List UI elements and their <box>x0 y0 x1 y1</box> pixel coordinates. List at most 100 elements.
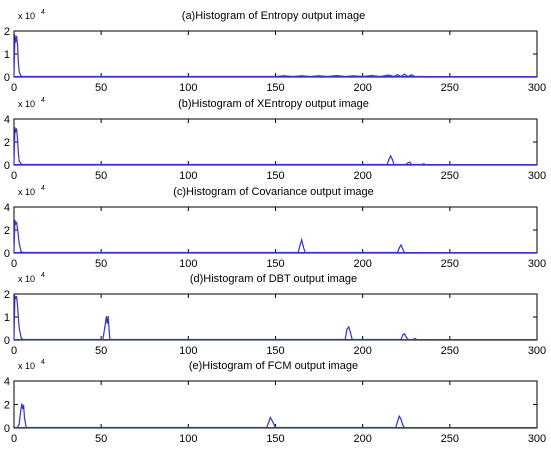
y-tick-label: 2 <box>4 26 10 38</box>
chart-panel-1: (a)Histogram of Entropy output image x 10… <box>4 9 546 94</box>
series-point <box>402 248 404 250</box>
y-exponent-label: x 10 <box>18 274 35 284</box>
series-point <box>267 422 270 424</box>
series-point <box>18 327 20 329</box>
series-point <box>302 246 304 248</box>
series-point <box>299 245 301 247</box>
x-tick-label: 150 <box>266 82 284 94</box>
y-tick-label: 0 <box>4 248 10 260</box>
chart-panel-5: (e)Histogram of FCM output image x 10 4 0 50… <box>4 359 546 445</box>
series-point <box>402 334 404 336</box>
y-exponent-power: 4 <box>41 185 45 192</box>
y-exponent-power: 4 <box>41 97 45 104</box>
series-point <box>18 423 20 425</box>
series-point <box>400 418 402 420</box>
x-tick-label: 50 <box>95 258 107 270</box>
series-point <box>349 332 352 334</box>
series-point <box>15 41 17 43</box>
x-tick-label: 0 <box>11 170 17 182</box>
series-point <box>269 416 271 419</box>
series-point <box>106 322 108 324</box>
series-point <box>16 222 18 224</box>
series-point <box>423 163 425 165</box>
y-tick-label: 4 <box>4 376 10 388</box>
series-point <box>271 419 273 422</box>
x-tick-label: 50 <box>95 170 107 182</box>
series-line-1 <box>13 295 418 341</box>
x-tick-label: 50 <box>95 82 107 94</box>
series-point <box>16 128 18 130</box>
series-point <box>403 73 406 75</box>
series-point <box>388 74 390 76</box>
series-point <box>301 75 303 77</box>
x-tick-label: 250 <box>441 345 459 357</box>
series-point <box>15 223 17 225</box>
series-point <box>409 161 411 163</box>
series-point <box>14 127 16 129</box>
x-tick-label: 150 <box>266 433 284 445</box>
y-tick-label: 2 <box>4 400 10 412</box>
y-tick-label: 4 <box>4 202 10 214</box>
x-tick-label: 300 <box>528 82 546 94</box>
x-tick-label: 200 <box>353 170 371 182</box>
x-tick-label: 0 <box>11 433 17 445</box>
series-point <box>105 315 107 318</box>
x-tick-label: 200 <box>353 433 371 445</box>
series-point <box>17 152 19 154</box>
y-exponent-label: x 10 <box>18 187 35 197</box>
series-point <box>20 250 22 252</box>
x-tick-label: 300 <box>528 258 546 270</box>
series-point <box>410 74 413 76</box>
series-point <box>353 75 355 77</box>
chart-title: (e)Histogram of FCM output image <box>189 360 358 372</box>
series-point <box>16 296 18 298</box>
x-tick-label: 150 <box>266 170 284 182</box>
series-point <box>335 74 338 77</box>
x-tick-label: 0 <box>11 82 17 94</box>
series-point <box>14 34 16 36</box>
series-point <box>20 75 22 77</box>
series-point <box>14 219 16 221</box>
series-point <box>391 158 393 160</box>
series-point <box>283 75 285 77</box>
series-point <box>15 297 17 299</box>
series-point <box>20 408 22 410</box>
x-tick-label: 100 <box>179 82 197 94</box>
y-tick-label: 0 <box>4 72 10 84</box>
series-point <box>396 421 399 423</box>
y-exponent-label: x 10 <box>18 11 35 21</box>
series-point <box>18 242 20 244</box>
series-point <box>370 74 372 77</box>
series-point <box>21 403 23 405</box>
series-point <box>273 423 275 425</box>
x-tick-label: 300 <box>528 433 546 445</box>
x-tick-label: 250 <box>441 258 459 270</box>
y-exponent-power: 4 <box>41 9 45 16</box>
series-point <box>16 35 18 37</box>
series-point <box>16 304 19 306</box>
series-point <box>318 75 320 77</box>
x-tick-label: 200 <box>353 258 371 270</box>
series-point <box>414 337 416 339</box>
series-point <box>16 227 19 229</box>
series-point <box>400 244 402 246</box>
x-tick-label: 150 <box>266 258 284 270</box>
y-tick-label: 1 <box>4 49 10 61</box>
y-tick-label: 2 <box>4 289 10 301</box>
y-tick-label: 0 <box>4 335 10 347</box>
y-tick-label: 4 <box>4 114 10 126</box>
x-tick-label: 250 <box>441 170 459 182</box>
y-tick-label: 0 <box>4 423 10 435</box>
y-exponent-label: x 10 <box>18 361 35 371</box>
x-tick-label: 100 <box>179 345 197 357</box>
x-tick-label: 300 <box>528 345 546 357</box>
series-point <box>18 160 20 162</box>
series-point <box>301 239 303 241</box>
chart-title: (c)Histogram of Covariance output image <box>173 186 374 198</box>
y-exponent-power: 4 <box>41 272 45 279</box>
x-tick-label: 150 <box>266 345 284 357</box>
y-tick-label: 0 <box>4 160 10 172</box>
series-point <box>20 336 22 338</box>
series-point <box>396 74 399 76</box>
